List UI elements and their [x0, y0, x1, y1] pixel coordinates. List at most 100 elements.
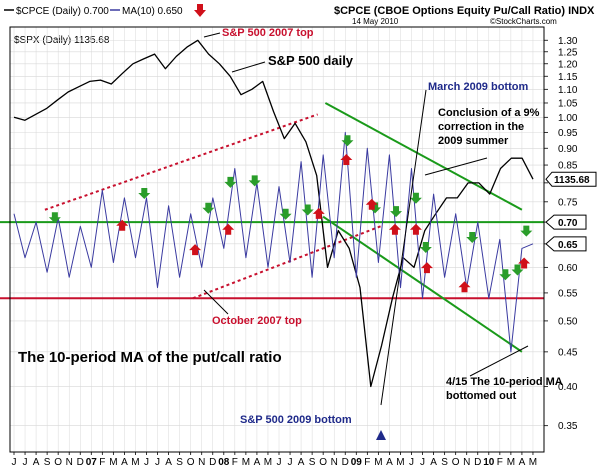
y-tick-label: 0.55 [558, 288, 578, 299]
annotation-sp-daily: S&P 500 daily [268, 53, 354, 68]
x-tick-label: A [254, 457, 261, 468]
x-tick-label: N [66, 457, 73, 468]
x-tick-label: F [497, 457, 503, 468]
leader-conclusion [424, 157, 488, 176]
y-tick-label: 0.40 [558, 382, 578, 393]
x-tick-label: F [364, 457, 370, 468]
annotation-sp-2007-top: S&P 500 2007 top [222, 27, 314, 39]
horizontal-lines: 0.70 1135.68 0.65 [0, 171, 597, 300]
leader-sp-daily [231, 61, 266, 73]
signal-arrows [48, 135, 533, 293]
x-tick-label: S [441, 457, 448, 468]
red-arrow [222, 223, 235, 235]
green-arrow [520, 225, 533, 237]
x-tick-label: J [277, 457, 282, 468]
red-arrow [340, 154, 353, 166]
hline-label-box [545, 214, 587, 230]
red-arrow [388, 223, 401, 235]
green-arrow [279, 208, 292, 220]
green-arrow [138, 187, 151, 199]
green-arrow [499, 269, 512, 281]
red-arrow-2007-top [194, 4, 206, 17]
red-arrow [116, 219, 129, 231]
annotation-ma-bottom-line: 4/15 The 10-period MA [446, 376, 563, 388]
x-tick-label: M [242, 457, 250, 468]
y-tick-label: 1.30 [558, 36, 578, 47]
x-tick-label: N [198, 457, 205, 468]
x-tick-label: J [409, 457, 414, 468]
red-arrow [420, 262, 433, 274]
red-arrow [409, 223, 422, 235]
ma-label-box [545, 236, 587, 252]
y-tick-label: 0.75 [558, 197, 578, 208]
ma10-line [13, 131, 534, 353]
y-tick-label: 1.15 [558, 72, 578, 83]
green-arrow [341, 135, 354, 147]
green-arrow [511, 264, 524, 276]
x-tick-label: M [131, 457, 139, 468]
x-tick-label: D [77, 457, 84, 468]
y-tick-label: 0.50 [558, 316, 578, 327]
y-tick-label: 0.45 [558, 347, 578, 358]
x-tick-label: S [176, 457, 183, 468]
sp500-line [13, 39, 534, 388]
green-arrow [224, 176, 237, 188]
x-tick-label: D [342, 457, 349, 468]
header-series-1: $CPCE (Daily) 0.700 [16, 6, 109, 17]
red-arrow [518, 257, 531, 269]
green-arrow [409, 192, 422, 204]
x-tick-label: 07 [86, 457, 98, 468]
header-date: 14 May 2010 [352, 17, 399, 26]
red-arrow [365, 198, 378, 210]
x-tick-label: J [288, 457, 293, 468]
x-tick-label: D [209, 457, 216, 468]
plot-frame [9, 26, 545, 453]
green-arrow [48, 212, 61, 224]
annotation-conclusion-line: correction in the [438, 121, 524, 133]
x-tick-label: 08 [218, 457, 230, 468]
x-tick-label: S [44, 457, 51, 468]
price-label-box [545, 171, 597, 187]
header-title: $CPCE (CBOE Options Equity Pu/Call Ratio… [334, 5, 595, 17]
annotation-conclusion-line: Conclusion of a 9% [438, 107, 540, 119]
x-tick-label: F [232, 457, 238, 468]
y-tick-label: 0.95 [558, 128, 578, 139]
trendlines [44, 102, 523, 353]
annotation-ma-bottom-line: bottomed out [446, 390, 517, 402]
x-tick-label: O [54, 457, 62, 468]
ma-label: 0.65 [558, 240, 578, 251]
x-tick-label: A [519, 457, 526, 468]
y-tick-label: 1.10 [558, 85, 578, 96]
x-tick-label: J [144, 457, 149, 468]
red-arrow [458, 281, 471, 293]
leader-october-2007 [203, 289, 229, 315]
x-tick-label: O [319, 457, 327, 468]
hline-label: 0.70 [558, 218, 578, 229]
header-credit: ©StockCharts.com [490, 17, 557, 26]
x-tick-label: A [33, 457, 40, 468]
green-arrow [390, 206, 403, 218]
x-tick-label: J [12, 457, 17, 468]
x-tick-label: O [187, 457, 195, 468]
x-tick-label: M [374, 457, 382, 468]
x-tick-label: J [420, 457, 425, 468]
green-arrow [202, 202, 215, 214]
trendline-green-0 [324, 102, 523, 211]
x-tick-label: M [396, 457, 404, 468]
leader-march-2009 [380, 89, 427, 406]
y-tick-label: 1.05 [558, 98, 578, 109]
leader-ma-bottom [469, 345, 529, 377]
x-tick-label: A [386, 457, 393, 468]
green-arrow [248, 175, 261, 187]
green-arrow [419, 241, 432, 253]
x-tick-label: D [474, 457, 481, 468]
x-tick-label: N [463, 457, 470, 468]
x-tick-label: M [109, 457, 117, 468]
y-tick-label: 1.00 [558, 113, 578, 124]
x-tick-label: O [452, 457, 460, 468]
y-tick-label: 1.20 [558, 59, 578, 70]
x-tick-label: A [165, 457, 172, 468]
leader-sp-2007-top [203, 32, 221, 38]
